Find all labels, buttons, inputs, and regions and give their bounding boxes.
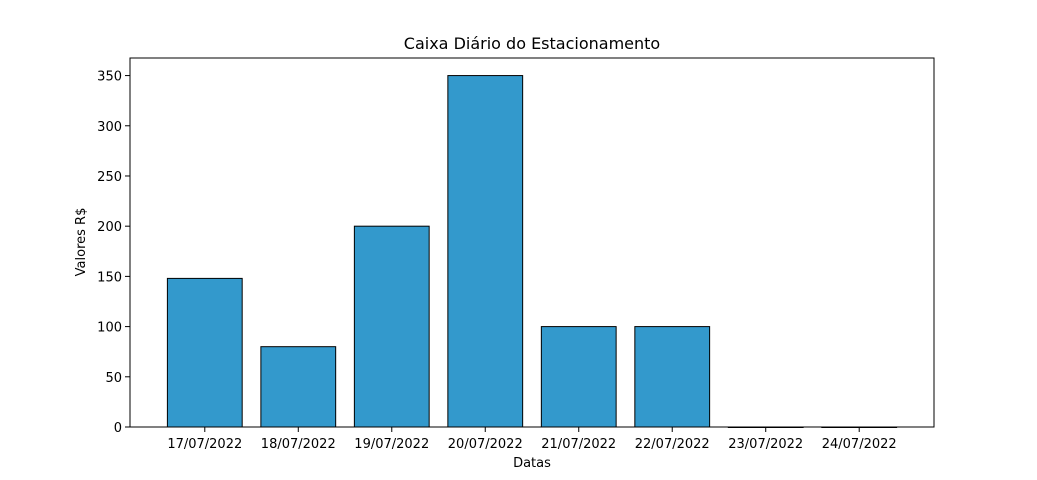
y-tick-label: 150 xyxy=(97,270,122,285)
x-tick-label: 19/07/2022 xyxy=(354,437,429,452)
y-tick-label: 200 xyxy=(97,220,122,235)
y-axis-label: Valores R$ xyxy=(74,208,89,277)
x-tick-label: 23/07/2022 xyxy=(728,437,803,452)
x-axis-label: Datas xyxy=(513,456,551,471)
bar-18/07/2022 xyxy=(260,346,337,428)
y-tick-label: 250 xyxy=(97,170,122,185)
bar-21/07/2022 xyxy=(540,326,617,428)
chart-title: Caixa Diário do Estacionamento xyxy=(404,34,660,53)
y-axis: 0 50 100 150 200 250 300 350 xyxy=(97,70,130,436)
x-tick-label: 22/07/2022 xyxy=(635,437,710,452)
bar-20/07/2022 xyxy=(447,75,524,428)
y-tick-label: 50 xyxy=(105,371,122,386)
x-tick-label: 20/07/2022 xyxy=(448,437,523,452)
bar-22/07/2022 xyxy=(634,326,711,428)
x-axis: 17/07/2022 18/07/2022 19/07/2022 20/07/2022… xyxy=(167,427,897,452)
y-tick-label: 0 xyxy=(114,421,122,436)
bar-17/07/2022 xyxy=(166,277,243,428)
x-tick-label: 18/07/2022 xyxy=(261,437,336,452)
y-tick-label: 350 xyxy=(97,70,122,85)
bars-group xyxy=(166,75,898,428)
x-tick-label: 21/07/2022 xyxy=(541,437,616,452)
plot-frame xyxy=(129,57,935,428)
x-tick-label: 24/07/2022 xyxy=(822,437,897,452)
y-tick-label: 100 xyxy=(97,321,122,336)
y-tick-label: 300 xyxy=(97,120,122,135)
x-tick-label: 17/07/2022 xyxy=(167,437,242,452)
bar-19/07/2022 xyxy=(353,225,430,428)
